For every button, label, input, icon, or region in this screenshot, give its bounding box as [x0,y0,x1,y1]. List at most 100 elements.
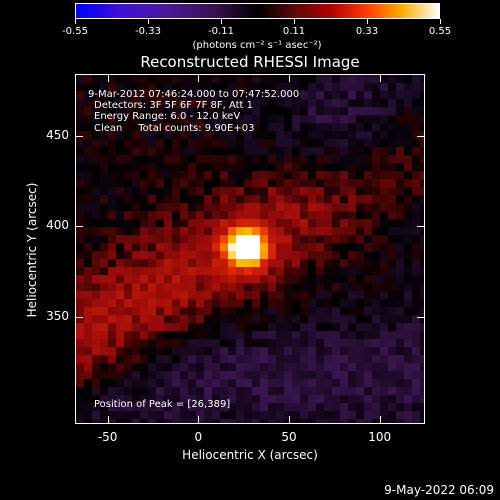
heatmap-cell [372,179,380,187]
heatmap-cell [108,235,116,243]
heatmap-cell [204,307,212,315]
heatmap-cell [196,307,204,315]
heatmap-cell [364,163,372,171]
heatmap-cell [204,355,212,363]
heatmap-cell [228,347,236,355]
heatmap-plot-area [75,74,425,424]
heatmap-cell [100,355,108,363]
heatmap-cell [100,267,108,275]
heatmap-cell [156,419,164,423]
heatmap-cell [156,323,164,331]
y-tick-mark [75,135,83,137]
heatmap-cell [100,275,108,283]
heatmap-cell [332,211,340,219]
heatmap-cell [404,403,412,411]
heatmap-cell [420,211,424,219]
heatmap-cell [268,371,276,379]
heatmap-cell [380,155,388,163]
heatmap-cell [212,75,220,83]
heatmap-cell [340,371,348,379]
heatmap-cell [132,147,140,155]
heatmap-cell [316,387,324,395]
heatmap-cell [348,339,356,347]
heatmap-cell [140,371,148,379]
heatmap-cell [108,403,116,411]
heatmap-cell [108,115,116,123]
heatmap-cell [180,347,188,355]
heatmap-cell [76,107,84,115]
heatmap-cell [412,299,420,307]
heatmap-cell [116,419,124,423]
heatmap-cell [108,171,116,179]
heatmap-cell [404,339,412,347]
heatmap-cell [244,139,252,147]
heatmap-cell [260,235,268,243]
heatmap-cell [180,187,188,195]
heatmap-cell [308,419,316,423]
heatmap-cell [364,203,372,211]
heatmap-cell [308,283,316,291]
heatmap-cell [396,403,404,411]
heatmap-cell [236,179,244,187]
heatmap-cell [108,179,116,187]
heatmap-cell [316,395,324,403]
heatmap-cell [212,403,220,411]
heatmap-cell [252,419,260,423]
heatmap-cell [172,91,180,99]
heatmap-cell [396,291,404,299]
heatmap-cell [84,99,92,107]
colorbar-tick-label: -0.33 [135,26,161,37]
heatmap-cell [276,395,284,403]
heatmap-cell [364,379,372,387]
heatmap-cell [84,315,92,323]
heatmap-cell [268,219,276,227]
heatmap-cell [92,99,100,107]
heatmap-cell [92,251,100,259]
heatmap-cell [276,275,284,283]
heatmap-cell [132,307,140,315]
heatmap-cell [188,187,196,195]
heatmap-cell [356,163,364,171]
heatmap-cell [148,251,156,259]
heatmap-cell [412,363,420,371]
heatmap-cell [196,323,204,331]
heatmap-cell [260,291,268,299]
heatmap-cell [164,147,172,155]
heatmap-cell [300,107,308,115]
heatmap-cell [388,267,396,275]
heatmap-cell [124,75,132,83]
heatmap-cell [372,387,380,395]
heatmap-cell [340,83,348,91]
heatmap-cell [276,331,284,339]
heatmap-cell [292,395,300,403]
heatmap-cell [380,323,388,331]
heatmap-cell [204,403,212,411]
heatmap-cell [188,355,196,363]
heatmap-cell [132,275,140,283]
heatmap-cell [196,283,204,291]
heatmap-cell [124,307,132,315]
heatmap-cell [164,227,172,235]
heatmap-cell [372,307,380,315]
heatmap-cell [148,339,156,347]
heatmap-cell [228,379,236,387]
heatmap-cell [276,403,284,411]
heatmap-cell [412,355,420,363]
heatmap-cell [244,227,252,235]
heatmap-cell [188,291,196,299]
heatmap-cell [284,147,292,155]
heatmap-cell [180,267,188,275]
heatmap-cell [404,91,412,99]
heatmap-cell [340,219,348,227]
heatmap-cell [228,395,236,403]
heatmap-cell [164,411,172,419]
heatmap-cell [340,331,348,339]
heatmap-cell [292,267,300,275]
heatmap-cell [100,387,108,395]
heatmap-cell [300,99,308,107]
heatmap-cell [100,315,108,323]
heatmap-cell [372,395,380,403]
heatmap-cell [244,123,252,131]
heatmap-cell [356,251,364,259]
heatmap-cell [404,227,412,235]
